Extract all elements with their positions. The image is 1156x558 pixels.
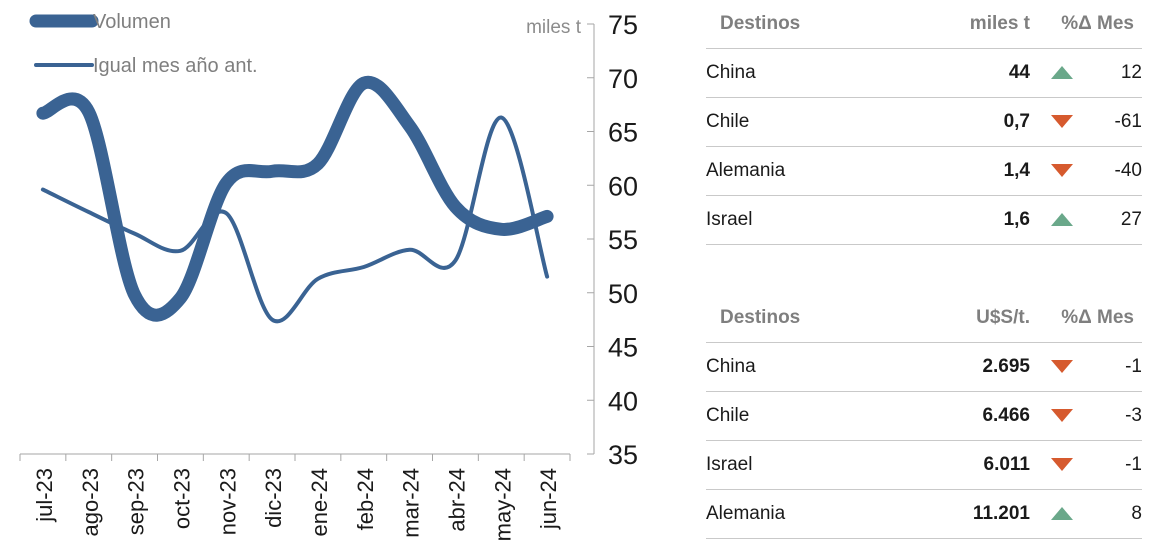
destination-name: Chile <box>706 97 920 147</box>
trend-cell <box>1030 391 1094 441</box>
x-tick-label: abr-24 <box>444 468 469 532</box>
x-tick-label: feb-24 <box>353 468 378 530</box>
triangle-down-icon <box>1051 409 1073 423</box>
table-row: Israel 1,6 27 <box>706 195 1142 245</box>
trend-cell <box>1030 489 1094 539</box>
destination-value: 44 <box>920 48 1030 98</box>
pct-change: 12 <box>1094 48 1142 98</box>
x-tick-label: oct-23 <box>169 468 194 529</box>
destination-name: Alemania <box>706 489 920 539</box>
y-tick-label: 60 <box>608 171 638 201</box>
triangle-down-icon <box>1051 360 1073 374</box>
table-row: China 2.695 -1 <box>706 342 1142 392</box>
destination-value: 0,7 <box>920 97 1030 147</box>
table-row: Alemania 11.201 8 <box>706 489 1142 539</box>
series-line-volumen <box>36 75 554 322</box>
y-tick-label: 75 <box>608 10 638 40</box>
destination-name: Israel <box>706 440 920 490</box>
price-destinations-table: Destinos U$S/t. %Δ Mes China 2.695 -1 Chile… <box>706 294 1142 539</box>
legend-label: Volumen <box>93 11 171 33</box>
destination-value: 1,4 <box>920 146 1030 196</box>
x-tick-label: nov-23 <box>215 468 240 535</box>
destination-value: 6.011 <box>920 440 1030 490</box>
pct-change: -3 <box>1094 391 1142 441</box>
destination-name: Israel <box>706 195 920 245</box>
x-tick-label: ago-23 <box>78 468 103 537</box>
y-tick-label: 45 <box>608 333 638 363</box>
destination-value: 2.695 <box>920 342 1030 392</box>
table-row: Alemania 1,4 -40 <box>706 146 1142 196</box>
y-tick-label: 55 <box>608 225 638 255</box>
y-tick-label: 65 <box>608 118 638 148</box>
x-tick-label: sep-23 <box>124 468 149 535</box>
table-header-row: Destinos U$S/t. %Δ Mes <box>706 294 1142 343</box>
pct-change: -61 <box>1094 97 1142 147</box>
triangle-down-icon <box>1051 458 1073 472</box>
trend-cell <box>1030 97 1094 147</box>
trend-cell <box>1030 146 1094 196</box>
destination-value: 11.201 <box>920 489 1030 539</box>
trend-cell <box>1030 48 1094 98</box>
pct-change: -1 <box>1094 440 1142 490</box>
line-chart: 35 40 45 50 55 60 65 70 75 miles t jul-23 ago-23 sep… <box>19 10 638 541</box>
y-tick-label: 70 <box>608 64 638 94</box>
x-tick-label: dic-23 <box>261 468 286 528</box>
table-row: Israel 6.011 -1 <box>706 440 1142 490</box>
destination-name: Chile <box>706 391 920 441</box>
triangle-down-icon <box>1051 164 1073 178</box>
header-pct-mes: %Δ Mes <box>1030 0 1142 49</box>
header-pct-mes: %Δ Mes <box>1030 294 1142 343</box>
y-axis-label: miles t <box>526 17 582 38</box>
table-row: Chile 6.466 -3 <box>706 391 1142 441</box>
destination-value: 6.466 <box>920 391 1030 441</box>
pct-change: 8 <box>1094 489 1142 539</box>
destination-name: China <box>706 342 920 392</box>
series-line-igual-mes <box>40 115 550 324</box>
triangle-up-icon <box>1051 507 1073 521</box>
x-tick-label: may-24 <box>490 468 515 541</box>
volume-destinations-table: Destinos miles t %Δ Mes China 44 12 Chile 0,… <box>706 0 1142 245</box>
header-destinos: Destinos <box>706 294 920 343</box>
x-tick-label: ene-24 <box>307 468 332 537</box>
x-tick-label: mar-24 <box>399 468 424 538</box>
destination-name: China <box>706 48 920 98</box>
y-tick-label: 35 <box>608 440 638 470</box>
header-usd-t: U$S/t. <box>920 294 1030 343</box>
destination-value: 1,6 <box>920 195 1030 245</box>
y-tick-label: 40 <box>608 386 638 416</box>
triangle-down-icon <box>1051 115 1073 129</box>
table-header-row: Destinos miles t %Δ Mes <box>706 0 1142 49</box>
legend-label: Igual mes año ant. <box>93 55 258 77</box>
table-row: Chile 0,7 -61 <box>706 97 1142 147</box>
pct-change: -1 <box>1094 342 1142 392</box>
y-tick-label: 50 <box>608 279 638 309</box>
pct-change: -40 <box>1094 146 1142 196</box>
header-destinos: Destinos <box>706 0 920 49</box>
trend-cell <box>1030 195 1094 245</box>
header-miles-t: miles t <box>920 0 1030 49</box>
destination-name: Alemania <box>706 146 920 196</box>
triangle-up-icon <box>1051 213 1073 227</box>
x-tick-label: jul-23 <box>32 468 57 523</box>
table-row: China 44 12 <box>706 48 1142 98</box>
trend-cell <box>1030 440 1094 490</box>
trend-cell <box>1030 342 1094 392</box>
triangle-up-icon <box>1051 66 1073 80</box>
pct-change: 27 <box>1094 195 1142 245</box>
x-tick-label: jun-24 <box>536 468 561 530</box>
